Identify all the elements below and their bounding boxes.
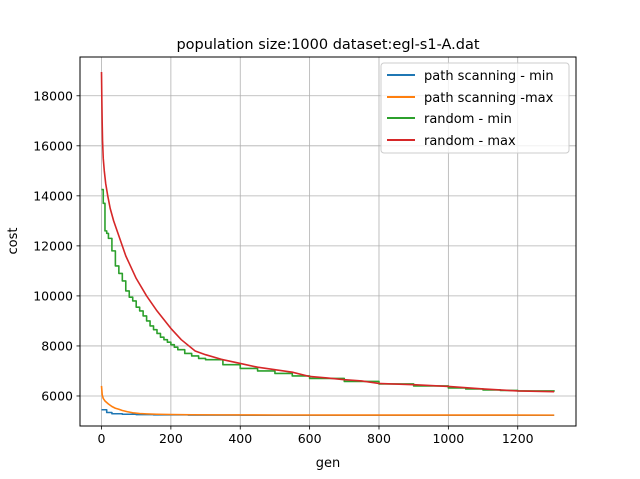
- x-tick-label: 1000: [432, 431, 464, 446]
- legend: path scanning - min path scanning -max r…: [380, 62, 570, 154]
- y-tick-label: 10000: [33, 288, 73, 303]
- y-tick-label: 16000: [33, 138, 73, 153]
- grid-lines: [80, 57, 576, 426]
- x-tick-label: 400: [228, 431, 252, 446]
- x-tick-label: 1200: [502, 431, 534, 446]
- legend-label-path-scanning-min: path scanning - min: [424, 69, 554, 84]
- series-line-random-max: [100, 72, 555, 393]
- axis-ticks: 0 200 400 600 800 1000 1200 6000 8000 10000 12000 1…: [33, 88, 533, 446]
- y-tick-label: 14000: [33, 188, 73, 203]
- y-axis-label: cost: [6, 228, 21, 255]
- legend-label-path-scanning-max: path scanning -max: [424, 91, 554, 106]
- series-line-path-scanning-max: [100, 385, 555, 416]
- x-tick-label: 0: [98, 431, 106, 446]
- legend-box: [380, 62, 570, 154]
- legend-label-random-max: random - max: [424, 134, 516, 149]
- x-axis-label: gen: [316, 456, 341, 471]
- y-tick-label: 18000: [33, 88, 73, 103]
- y-tick-label: 12000: [33, 238, 73, 253]
- plot-area-frame: [79, 56, 577, 427]
- legend-label-random-min: random - min: [424, 112, 512, 127]
- x-tick-label: 200: [159, 431, 183, 446]
- y-tick-label: 8000: [41, 338, 73, 353]
- series-lines: [100, 72, 555, 417]
- chart-title: population size:1000 dataset:egl-s1-A.da…: [176, 37, 479, 53]
- x-tick-label: 800: [367, 431, 391, 446]
- x-tick-label: 600: [298, 431, 322, 446]
- y-tick-label: 6000: [41, 388, 73, 403]
